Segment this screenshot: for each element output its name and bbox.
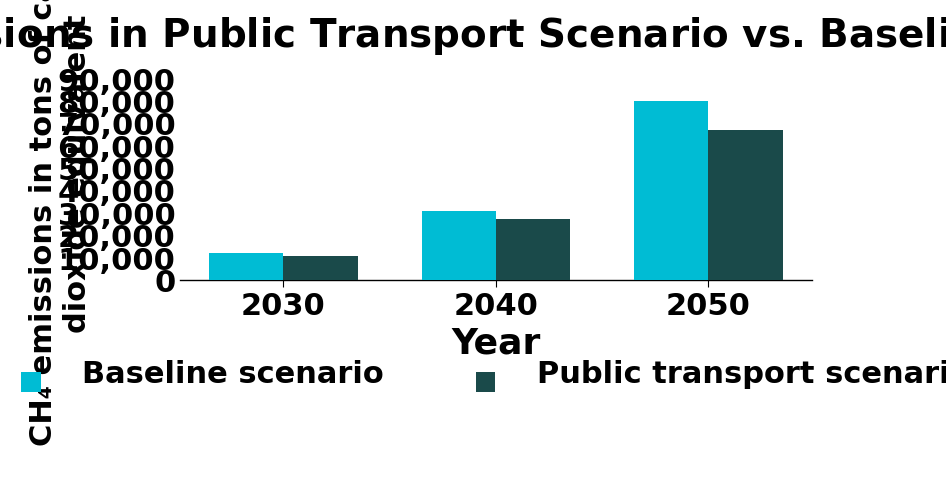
Title: CH$_4$ Emissions in Public Transport Scenario vs. Baseline Scenario: CH$_4$ Emissions in Public Transport Sce… <box>0 15 946 57</box>
Y-axis label: CH₄ emissions in tons of carbon
dioxide equivalent: CH₄ emissions in tons of carbon dioxide … <box>29 0 92 446</box>
X-axis label: Year: Year <box>451 327 540 361</box>
Bar <box>634 102 708 280</box>
Bar <box>209 254 283 280</box>
Legend: Baseline scenario, Public transport scenario: Baseline scenario, Public transport scen… <box>9 342 946 404</box>
Bar <box>283 256 358 280</box>
Bar <box>496 219 570 280</box>
Bar <box>421 211 496 280</box>
Bar <box>708 131 782 280</box>
